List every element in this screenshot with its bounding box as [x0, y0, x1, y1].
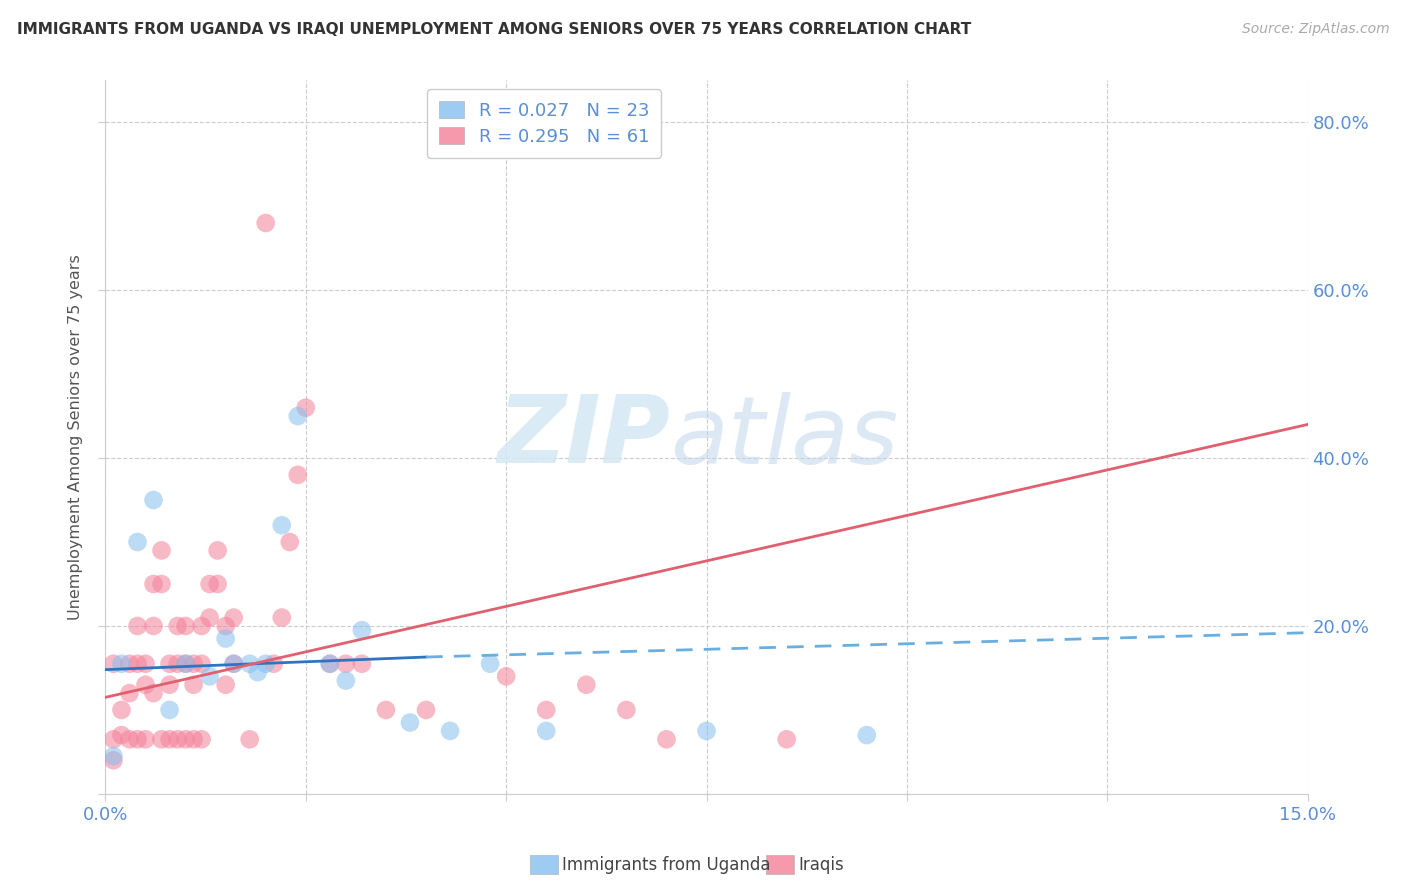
Point: [399, 715, 422, 730]
Point: [150, 577, 173, 591]
Text: IMMIGRANTS FROM UGANDA VS IRAQI UNEMPLOYMENT AMONG SENIORS OVER 75 YEARS CORRELA: IMMIGRANTS FROM UGANDA VS IRAQI UNEMPLOY…: [17, 22, 972, 37]
Point: [696, 723, 718, 738]
Point: [142, 577, 165, 591]
Point: [135, 678, 157, 692]
Point: [335, 657, 357, 671]
Point: [190, 657, 212, 671]
Point: [207, 577, 229, 591]
Point: [183, 732, 205, 747]
Point: [174, 657, 197, 671]
Point: [335, 673, 357, 688]
Point: [174, 732, 197, 747]
Text: Iraqis: Iraqis: [799, 856, 845, 874]
Text: Source: ZipAtlas.com: Source: ZipAtlas.com: [1241, 22, 1389, 37]
Point: [222, 657, 245, 671]
Point: [118, 657, 141, 671]
Point: [135, 657, 157, 671]
Point: [270, 518, 292, 533]
Point: [183, 678, 205, 692]
Point: [135, 732, 157, 747]
Point: [198, 610, 221, 624]
Point: [350, 657, 373, 671]
Point: [776, 732, 799, 747]
Point: [159, 678, 181, 692]
Point: [142, 619, 165, 633]
Point: [142, 686, 165, 700]
Point: [222, 610, 245, 624]
Point: [495, 669, 517, 683]
Point: [575, 678, 598, 692]
Point: [127, 732, 149, 747]
Point: [166, 657, 188, 671]
Point: [278, 535, 301, 549]
Point: [127, 535, 149, 549]
Point: [263, 657, 285, 671]
Point: [295, 401, 318, 415]
Point: [159, 657, 181, 671]
Point: [166, 732, 188, 747]
Point: [319, 657, 342, 671]
Point: [174, 619, 197, 633]
Point: [239, 657, 262, 671]
Point: [222, 657, 245, 671]
Text: ZIP: ZIP: [498, 391, 671, 483]
Point: [166, 619, 188, 633]
Point: [183, 657, 205, 671]
Point: [254, 657, 277, 671]
Point: [534, 723, 557, 738]
Point: [616, 703, 638, 717]
Point: [198, 577, 221, 591]
Point: [190, 619, 212, 633]
Point: [655, 732, 678, 747]
Point: [118, 732, 141, 747]
Point: [118, 686, 141, 700]
Point: [159, 732, 181, 747]
Point: [287, 409, 309, 423]
Point: [150, 732, 173, 747]
Point: [415, 703, 437, 717]
Point: [159, 703, 181, 717]
Point: [287, 467, 309, 482]
Point: [246, 665, 269, 680]
Y-axis label: Unemployment Among Seniors over 75 years: Unemployment Among Seniors over 75 years: [67, 254, 83, 620]
Point: [127, 619, 149, 633]
Point: [110, 703, 132, 717]
Point: [127, 657, 149, 671]
Text: Immigrants from Uganda: Immigrants from Uganda: [562, 856, 770, 874]
Point: [103, 753, 125, 767]
Point: [214, 619, 236, 633]
Point: [103, 749, 125, 764]
Point: [142, 493, 165, 508]
Point: [190, 732, 212, 747]
Point: [254, 216, 277, 230]
Point: [110, 657, 132, 671]
Point: [439, 723, 461, 738]
Legend: R = 0.027   N = 23, R = 0.295   N = 61: R = 0.027 N = 23, R = 0.295 N = 61: [427, 89, 661, 158]
Point: [214, 632, 236, 646]
Point: [350, 623, 373, 637]
Point: [479, 657, 502, 671]
Point: [319, 657, 342, 671]
Point: [150, 543, 173, 558]
Point: [110, 728, 132, 742]
Point: [198, 669, 221, 683]
Point: [239, 732, 262, 747]
Point: [103, 657, 125, 671]
Point: [174, 657, 197, 671]
Point: [270, 610, 292, 624]
Point: [207, 543, 229, 558]
Point: [534, 703, 557, 717]
Point: [855, 728, 877, 742]
Point: [103, 732, 125, 747]
Point: [214, 678, 236, 692]
Text: atlas: atlas: [671, 392, 898, 483]
Point: [374, 703, 398, 717]
